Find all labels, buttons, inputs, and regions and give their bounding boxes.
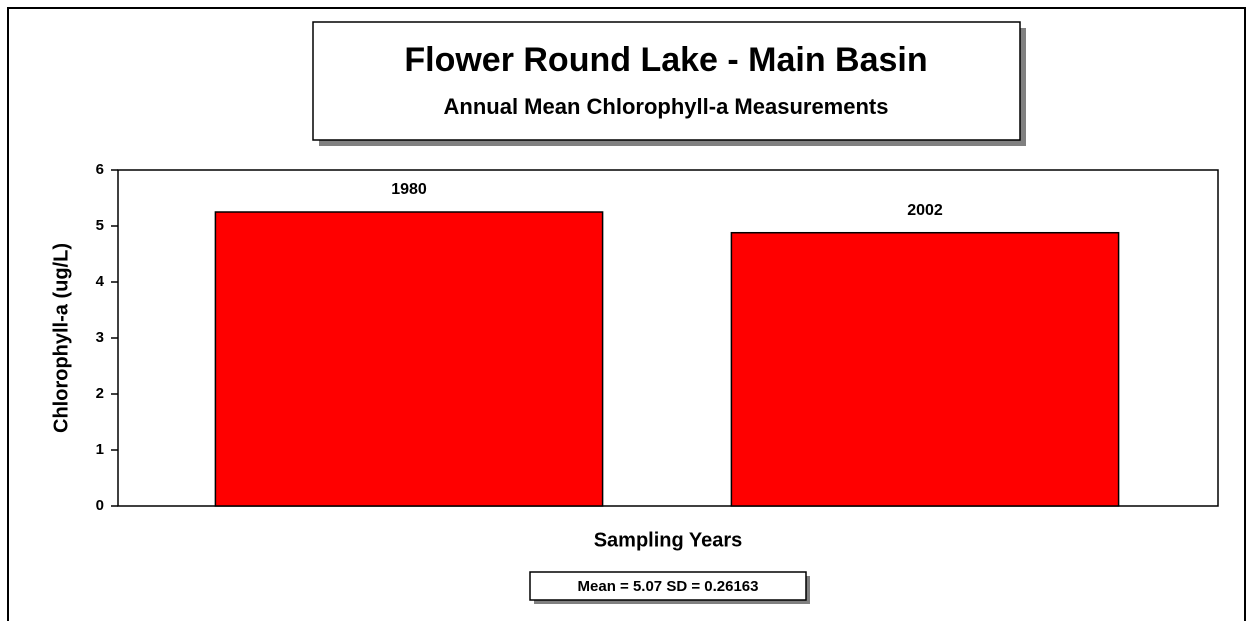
y-tick-label: 6 — [96, 161, 104, 178]
x-axis-label: Sampling Years — [594, 529, 743, 551]
chart-title: Flower Round Lake - Main Basin — [404, 41, 927, 79]
frame — [7, 7, 1246, 621]
annotation: Mean = 5.07 SD = 0.26163 — [578, 578, 759, 595]
bar-label: 2002 — [907, 202, 943, 219]
annotation-box — [529, 571, 807, 601]
y-tick-label: 2 — [96, 385, 104, 402]
y-tick-label: 0 — [96, 497, 104, 514]
y-tick-label: 4 — [96, 273, 105, 290]
bar-label: 1980 — [391, 181, 427, 198]
y-tick-label: 5 — [96, 217, 104, 234]
chart-subtitle: Annual Mean Chlorophyll-a Measurements — [444, 94, 889, 119]
y-tick-label: 1 — [96, 441, 104, 458]
title-box — [312, 21, 1021, 141]
bar — [730, 231, 1120, 507]
bar — [214, 211, 604, 507]
y-axis-label: Chlorophyll-a (ug/L) — [50, 243, 72, 433]
y-tick-label: 3 — [96, 329, 104, 346]
